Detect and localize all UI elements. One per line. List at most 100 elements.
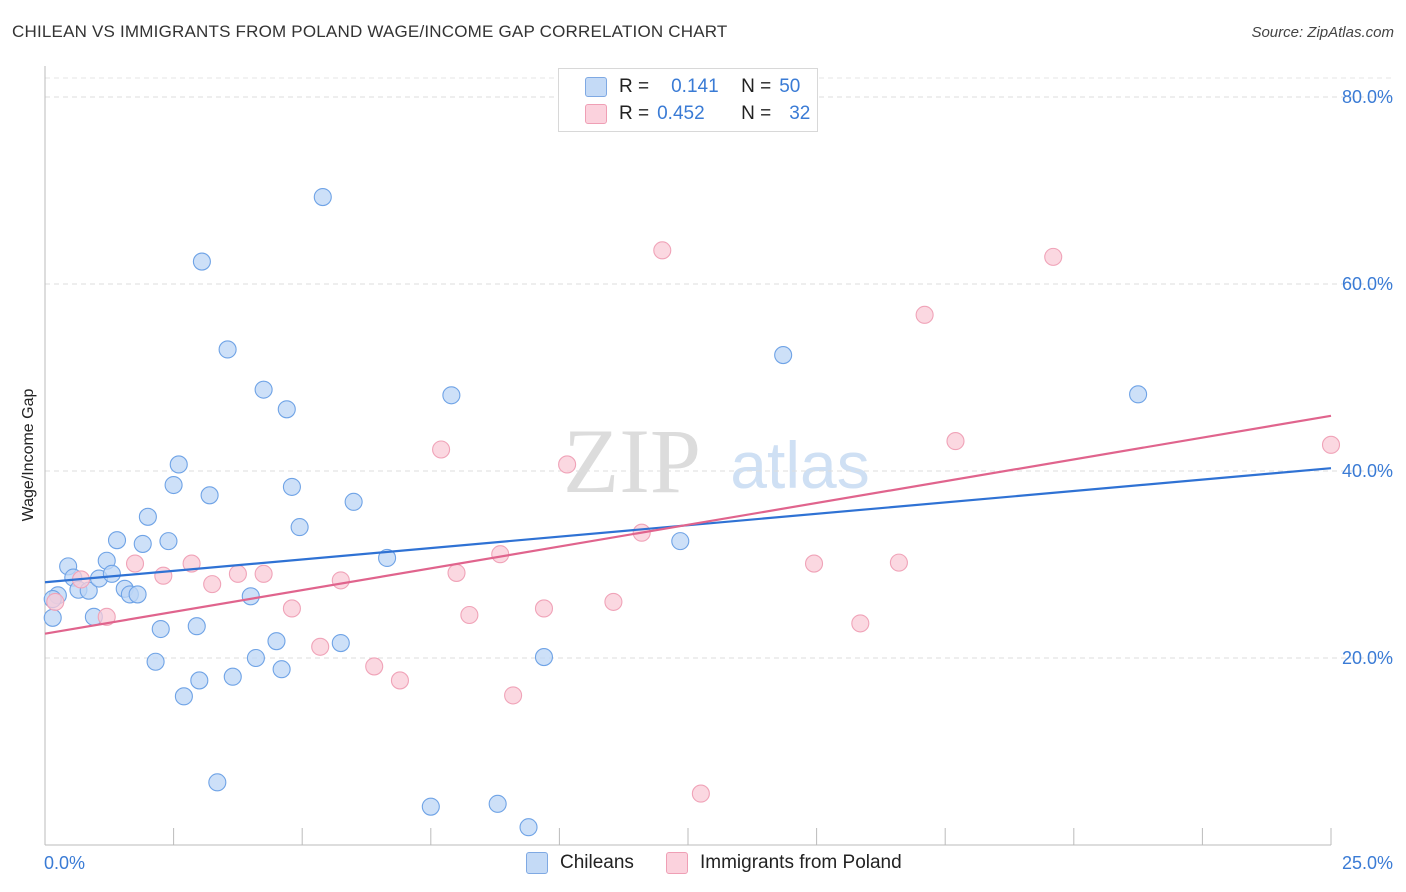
point-poland	[125, 554, 145, 573]
legend-r-label: R =	[619, 103, 650, 124]
legend-row-poland: R = 0.452 N = 32	[585, 101, 810, 127]
point-chileans	[159, 532, 178, 551]
point-poland	[154, 566, 173, 585]
series-legend-chileans: Chileans	[526, 852, 634, 874]
series-name-poland: Immigrants from Poland	[700, 852, 902, 873]
point-chileans	[200, 486, 219, 505]
point-chileans	[107, 531, 127, 550]
point-poland	[203, 575, 222, 594]
legend-swatch-chileans	[585, 77, 607, 97]
legend-row-chileans: R = 0.141 N = 50	[585, 74, 800, 100]
point-poland	[851, 614, 870, 633]
point-poland	[311, 637, 330, 656]
point-poland	[504, 686, 523, 705]
legend-swatch-poland	[585, 104, 607, 124]
point-poland	[604, 592, 623, 611]
point-chileans	[151, 619, 170, 639]
series-swatch-poland	[666, 852, 688, 874]
point-chileans	[174, 687, 193, 706]
point-poland	[447, 563, 466, 582]
y-tick-label: 60.0%	[1342, 274, 1393, 294]
point-poland	[889, 553, 908, 572]
point-chileans	[331, 633, 350, 653]
point-chileans	[488, 794, 507, 813]
point-chileans	[102, 564, 121, 583]
point-poland	[915, 305, 934, 324]
point-chileans	[774, 346, 793, 365]
point-chileans	[671, 532, 690, 551]
legend-r-label: R =	[619, 76, 650, 97]
chart-title: CHILEAN VS IMMIGRANTS FROM POLAND WAGE/I…	[12, 22, 728, 41]
point-poland	[282, 599, 301, 618]
point-chileans	[344, 492, 363, 511]
point-chileans	[190, 671, 209, 690]
point-poland	[534, 599, 554, 618]
point-poland	[390, 671, 409, 690]
point-chileans	[133, 534, 152, 553]
point-poland	[331, 571, 350, 590]
point-chileans	[43, 608, 62, 627]
point-poland	[558, 455, 577, 474]
y-tick-label: 40.0%	[1342, 461, 1393, 481]
series-legend: Chileans Immigrants from Poland	[0, 852, 1406, 878]
point-poland	[254, 564, 273, 583]
point-chileans	[169, 455, 188, 474]
point-chileans	[218, 340, 237, 359]
point-poland	[491, 545, 510, 564]
point-chileans	[267, 632, 286, 651]
point-poland	[1044, 247, 1063, 266]
point-chileans	[519, 818, 538, 837]
point-chileans	[282, 477, 301, 496]
point-chileans	[1129, 385, 1148, 404]
legend-n-label: N =	[741, 76, 772, 97]
point-poland	[365, 657, 384, 676]
point-chileans	[241, 587, 260, 606]
point-chileans	[223, 667, 242, 686]
legend-r-value: 0.141	[671, 76, 719, 97]
point-chileans	[254, 380, 273, 399]
point-chileans	[534, 648, 554, 667]
y-tick-label: 20.0%	[1342, 648, 1393, 668]
watermark-zip: ZIP	[563, 410, 701, 512]
point-poland	[432, 440, 451, 459]
series-legend-poland: Immigrants from Poland	[666, 852, 902, 874]
x-tick-label: 25.0%	[1342, 853, 1393, 873]
point-chileans	[442, 386, 461, 405]
point-chileans	[164, 475, 183, 495]
legend-n-value: 32	[789, 103, 811, 124]
point-poland	[46, 592, 65, 611]
legend-r-value: 0.452	[657, 103, 705, 124]
legend-n-label: N =	[741, 103, 772, 124]
point-chileans	[378, 548, 397, 568]
point-poland	[946, 432, 965, 451]
source-label: Source: ZipAtlas.com	[1251, 24, 1394, 41]
point-poland	[691, 784, 710, 803]
point-poland	[228, 564, 247, 583]
point-chileans	[208, 773, 227, 792]
legend-n-value: 50	[779, 76, 801, 97]
trendline-poland	[44, 414, 1332, 635]
point-chileans	[313, 187, 332, 207]
point-poland	[804, 554, 824, 573]
point-poland	[1321, 435, 1341, 454]
point-chileans	[277, 400, 296, 419]
correlation-legend: R = 0.141 N = 50 R = 0.452 N = 32	[558, 68, 818, 132]
point-chileans	[192, 252, 211, 271]
point-chileans	[421, 797, 440, 816]
point-poland	[653, 241, 672, 260]
series-swatch-chileans	[526, 852, 548, 874]
series-name-chileans: Chileans	[560, 852, 634, 873]
point-chileans	[246, 648, 265, 668]
point-poland	[97, 607, 116, 626]
x-tick-label: 0.0%	[44, 853, 85, 873]
point-chileans	[146, 652, 165, 671]
y-tick-label: 80.0%	[1342, 87, 1393, 107]
point-chileans	[138, 507, 157, 526]
point-poland	[460, 605, 479, 625]
point-chileans	[272, 660, 291, 679]
point-chileans	[128, 585, 147, 604]
point-chileans	[187, 617, 206, 636]
point-chileans	[290, 518, 309, 537]
watermark-atlas: atlas	[730, 428, 869, 502]
